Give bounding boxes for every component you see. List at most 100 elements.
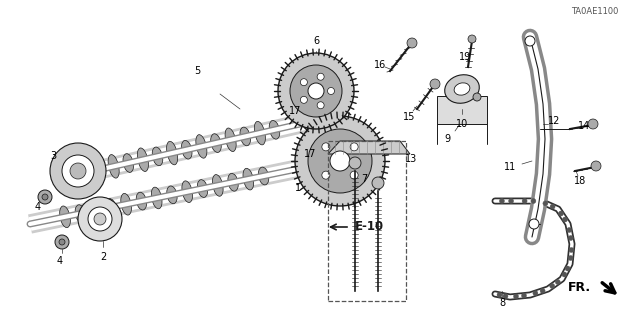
Ellipse shape xyxy=(259,167,269,185)
Ellipse shape xyxy=(60,206,70,228)
Text: 6: 6 xyxy=(313,36,319,46)
Ellipse shape xyxy=(151,187,162,209)
Text: 17: 17 xyxy=(289,106,301,116)
Circle shape xyxy=(556,279,560,285)
Circle shape xyxy=(350,143,358,151)
Text: 3: 3 xyxy=(50,151,56,161)
Text: FR.: FR. xyxy=(568,281,591,294)
Circle shape xyxy=(350,171,358,179)
Ellipse shape xyxy=(212,174,223,196)
Text: 8: 8 xyxy=(499,298,505,308)
Circle shape xyxy=(497,293,502,297)
Circle shape xyxy=(78,197,122,241)
Circle shape xyxy=(328,87,335,94)
Text: 2: 2 xyxy=(100,252,106,262)
Circle shape xyxy=(591,161,601,171)
Ellipse shape xyxy=(182,181,193,203)
Circle shape xyxy=(317,102,324,109)
Circle shape xyxy=(473,93,481,101)
Circle shape xyxy=(322,171,330,179)
Ellipse shape xyxy=(225,128,236,152)
Circle shape xyxy=(372,177,384,189)
Circle shape xyxy=(308,129,372,193)
Text: 7: 7 xyxy=(361,174,367,184)
Ellipse shape xyxy=(254,121,266,145)
Ellipse shape xyxy=(152,147,163,166)
Circle shape xyxy=(42,194,48,200)
Text: 15: 15 xyxy=(403,112,415,122)
Ellipse shape xyxy=(90,200,101,221)
Circle shape xyxy=(531,198,536,204)
Ellipse shape xyxy=(445,75,479,103)
Text: 9: 9 xyxy=(444,134,450,144)
Circle shape xyxy=(322,143,330,151)
Text: TA0AE1100: TA0AE1100 xyxy=(571,6,618,16)
Ellipse shape xyxy=(79,161,90,185)
Text: 17: 17 xyxy=(304,149,316,159)
Circle shape xyxy=(522,293,527,298)
Circle shape xyxy=(290,65,342,117)
Circle shape xyxy=(513,294,518,299)
Ellipse shape xyxy=(197,180,208,197)
Text: 1: 1 xyxy=(295,183,301,193)
Circle shape xyxy=(330,151,350,171)
Circle shape xyxy=(588,119,598,129)
Ellipse shape xyxy=(454,83,470,95)
Circle shape xyxy=(529,219,539,229)
Circle shape xyxy=(62,155,94,187)
Ellipse shape xyxy=(181,140,192,159)
Text: 10: 10 xyxy=(456,119,468,129)
Circle shape xyxy=(70,163,86,179)
Circle shape xyxy=(543,201,548,206)
Ellipse shape xyxy=(123,154,134,172)
Bar xyxy=(328,141,406,301)
Circle shape xyxy=(295,116,385,206)
Text: 13: 13 xyxy=(405,154,417,164)
Text: 16: 16 xyxy=(374,60,386,70)
Ellipse shape xyxy=(138,148,148,171)
Ellipse shape xyxy=(121,193,131,215)
Text: 4: 4 xyxy=(35,202,41,212)
Text: 12: 12 xyxy=(548,116,560,126)
Ellipse shape xyxy=(211,134,221,152)
Ellipse shape xyxy=(269,121,280,139)
Text: 19: 19 xyxy=(459,52,471,62)
Ellipse shape xyxy=(166,141,178,165)
Circle shape xyxy=(533,291,538,296)
Bar xyxy=(437,96,487,124)
Circle shape xyxy=(300,79,307,86)
Ellipse shape xyxy=(243,168,253,190)
Ellipse shape xyxy=(108,155,119,178)
Circle shape xyxy=(300,96,307,103)
Circle shape xyxy=(522,198,527,204)
Text: 5: 5 xyxy=(194,66,200,76)
Polygon shape xyxy=(328,141,410,154)
Circle shape xyxy=(569,248,574,253)
Circle shape xyxy=(499,198,504,204)
Text: 11: 11 xyxy=(504,162,516,172)
Circle shape xyxy=(525,36,535,46)
Circle shape xyxy=(349,157,361,169)
Circle shape xyxy=(503,293,508,299)
Ellipse shape xyxy=(228,174,238,191)
Circle shape xyxy=(550,284,555,288)
Text: E-10: E-10 xyxy=(355,220,384,234)
Circle shape xyxy=(430,79,440,89)
Ellipse shape xyxy=(167,186,177,204)
Circle shape xyxy=(509,198,514,204)
Ellipse shape xyxy=(106,198,116,216)
Circle shape xyxy=(50,143,106,199)
Circle shape xyxy=(566,227,572,233)
Circle shape xyxy=(550,204,555,209)
Circle shape xyxy=(278,53,354,129)
Circle shape xyxy=(308,83,324,99)
Circle shape xyxy=(94,213,106,225)
Circle shape xyxy=(317,73,324,80)
Ellipse shape xyxy=(93,160,104,179)
Circle shape xyxy=(568,256,573,261)
Circle shape xyxy=(55,235,69,249)
Text: 14: 14 xyxy=(578,121,590,131)
Text: 18: 18 xyxy=(574,176,586,186)
Circle shape xyxy=(559,211,563,216)
Ellipse shape xyxy=(196,135,207,158)
